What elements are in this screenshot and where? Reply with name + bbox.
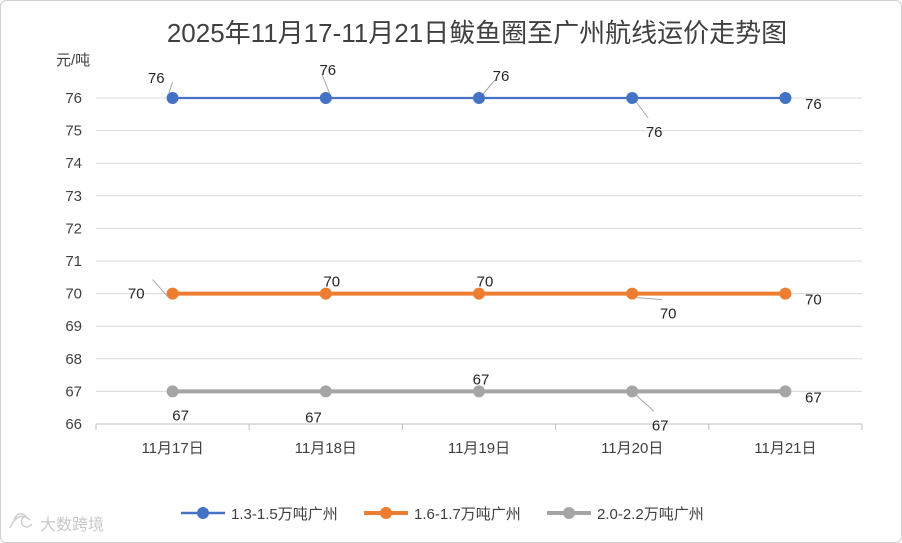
- legend-marker: [380, 507, 392, 519]
- y-tick-label: 70: [65, 286, 82, 303]
- x-tick-label: 11月21日: [754, 440, 816, 457]
- legend-marker: [563, 507, 575, 519]
- data-point: [473, 92, 485, 104]
- data-point: [779, 92, 792, 104]
- data-point: [319, 92, 332, 104]
- label-leader-line: [636, 297, 663, 301]
- y-tick-label: 71: [65, 253, 82, 270]
- data-label: 70: [805, 292, 822, 309]
- data-point: [626, 385, 639, 398]
- data-point: [319, 385, 332, 398]
- legend-marker: [197, 507, 209, 519]
- data-labels: 76 76 76 76 76 70 70 70 70 70 67 67 67 67 67: [128, 62, 822, 434]
- gridlines: [96, 97, 862, 392]
- y-tick-label: 75: [65, 123, 82, 140]
- watermark-logo-icon: [9, 513, 33, 529]
- data-label: 76: [148, 70, 165, 87]
- data-point: [166, 287, 179, 300]
- data-point: [319, 287, 332, 300]
- x-axis: 11月17日 11月18日 11月19日 11月20日 11月21日: [95, 423, 863, 457]
- data-point: [473, 385, 485, 398]
- x-tick-label: 11月18日: [295, 440, 357, 457]
- data-label: 67: [473, 371, 490, 388]
- data-label: 67: [172, 407, 189, 424]
- label-leader-line: [635, 101, 649, 119]
- chart-title: 2025年11月17-11月21日鲅鱼圈至广州航线运价走势图: [167, 18, 787, 48]
- data-label: 67: [805, 389, 822, 406]
- data-point: [779, 287, 792, 300]
- y-tick-label: 67: [65, 383, 82, 400]
- data-label: 67: [305, 409, 322, 426]
- data-point: [626, 287, 639, 300]
- data-point: [626, 92, 639, 104]
- series-layer: [166, 92, 792, 398]
- legend: 1.3-1.5万吨广州 1.6-1.7万吨广州 2.0-2.2万吨广州: [181, 506, 704, 523]
- label-leader-line: [168, 81, 174, 95]
- label-leader-line: [321, 73, 331, 95]
- data-label: 70: [128, 286, 145, 303]
- y-tick-label: 73: [65, 188, 82, 205]
- legend-label: 1.3-1.5万吨广州: [231, 506, 338, 523]
- y-tick-label: 76: [65, 90, 82, 107]
- y-tick-label: 72: [65, 220, 82, 237]
- watermark-text: 大数跨境: [40, 515, 104, 534]
- x-tick-label: 11月17日: [141, 440, 203, 457]
- data-label: 67: [652, 417, 669, 434]
- label-leader-line: [635, 395, 655, 412]
- x-tick-label: 11月20日: [601, 440, 663, 457]
- y-tick-label: 66: [65, 416, 82, 433]
- x-tick-label: 11月19日: [448, 440, 510, 457]
- y-axis-unit-label: 元/吨: [56, 52, 90, 69]
- data-point: [166, 92, 179, 104]
- data-label: 76: [493, 68, 510, 85]
- data-label: 70: [477, 274, 494, 291]
- y-tick-label: 74: [65, 155, 82, 172]
- data-point: [166, 385, 179, 398]
- data-label: 70: [323, 274, 340, 291]
- label-leader-line: [482, 79, 496, 95]
- y-axis-ticks: 66 67 68 69 70 71 72 73 74 75 76: [65, 90, 82, 433]
- legend-label: 2.0-2.2万吨广州: [597, 506, 704, 523]
- data-label: 76: [646, 124, 663, 141]
- data-label: 76: [319, 62, 336, 79]
- legend-label: 1.6-1.7万吨广州: [414, 506, 521, 523]
- label-leader-line: [152, 279, 169, 298]
- watermark: 大数跨境: [9, 513, 104, 534]
- data-label: 76: [805, 96, 822, 113]
- y-tick-label: 68: [65, 351, 82, 368]
- data-label: 70: [660, 306, 677, 323]
- data-point: [779, 385, 792, 398]
- y-tick-label: 69: [65, 318, 82, 335]
- data-point: [473, 287, 485, 300]
